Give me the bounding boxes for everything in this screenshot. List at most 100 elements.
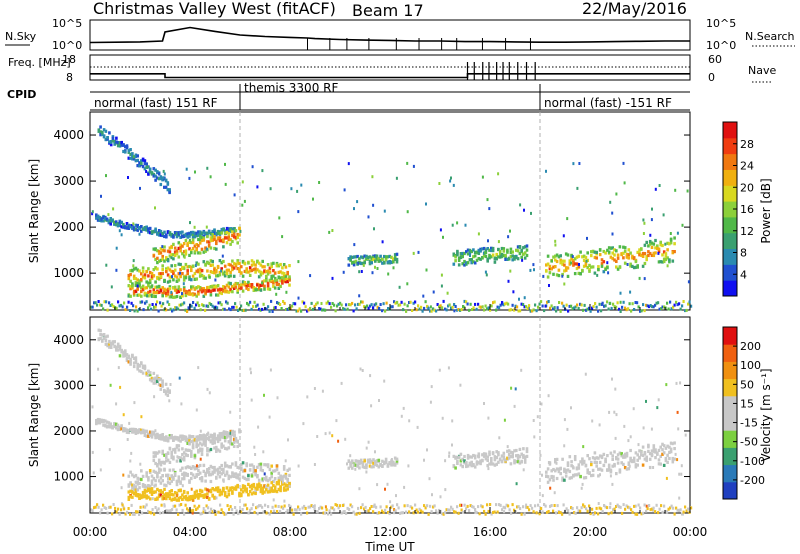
range-gate-cell: [115, 246, 118, 250]
ground-scatter-cell: [448, 508, 451, 512]
range-gate-cell: [184, 453, 188, 457]
range-gate-cell: [502, 457, 506, 461]
range-gate-cell: [257, 425, 260, 429]
range-gate-cell: [297, 296, 300, 300]
range-gate-cell: [634, 463, 638, 467]
range-gate-cell: [148, 167, 152, 171]
range-gate-cell: [479, 257, 482, 261]
range-gate-cell: [506, 257, 509, 261]
ground-scatter-cell: [321, 308, 324, 312]
range-gate-cell: [516, 453, 520, 458]
range-gate-cell: [240, 466, 243, 470]
range-gate-cell: [426, 448, 428, 452]
range-gate-cell: [588, 267, 591, 271]
ground-scatter-cell: [408, 301, 411, 304]
range-gate-cell: [659, 462, 662, 466]
range-gate-cell: [152, 431, 156, 435]
range-gate-cell: [354, 459, 358, 463]
ground-scatter-cell: [103, 506, 106, 510]
range-gate-cell: [507, 449, 511, 453]
range-gate-cell: [216, 467, 220, 471]
range-gate-cell: [239, 229, 242, 233]
range-gate-cell: [191, 246, 195, 251]
range-gate-cell: [127, 226, 131, 230]
ground-scatter-cell: [144, 505, 147, 509]
range-gate-cell: [536, 415, 539, 419]
ground-scatter-cell: [90, 508, 93, 512]
ground-scatter-cell: [490, 304, 493, 308]
range-gate-cell: [600, 468, 604, 472]
range-gate-cell: [481, 459, 484, 463]
range-gate-cell: [468, 258, 472, 262]
range-gate-cell: [548, 264, 552, 268]
range-gate-cell: [225, 272, 229, 276]
range-gate-cell: [188, 442, 191, 446]
ground-scatter-cell: [231, 305, 234, 309]
range-gate-cell: [503, 418, 506, 422]
range-gate-cell: [270, 276, 273, 280]
ground-scatter-cell: [304, 506, 307, 510]
range-gate-cell: [259, 263, 263, 267]
range-gate-cell: [481, 453, 484, 457]
ground-scatter-cell: [363, 305, 366, 309]
range-gate-cell: [266, 272, 270, 276]
range-gate-cell: [102, 219, 105, 223]
range-gate-cell: [564, 470, 568, 474]
range-gate-cell: [245, 282, 248, 287]
range-gate-cell: [139, 462, 142, 466]
range-gate-cell: [195, 294, 198, 298]
range-gate-cell: [173, 274, 177, 278]
ground-scatter-cell: [241, 508, 244, 511]
range-gate-cell: [282, 465, 286, 469]
range-gate-cell: [249, 367, 252, 371]
range-gate-cell: [570, 257, 573, 261]
ground-scatter-cell: [520, 512, 523, 516]
ground-scatter-cell: [453, 303, 456, 306]
range-gate-cell: [154, 376, 157, 380]
range-gate-cell: [629, 459, 632, 463]
range-gate-cell: [200, 235, 204, 240]
range-gate-cell: [454, 255, 457, 259]
range-gate-cell: [190, 471, 193, 476]
range-gate-cell: [582, 445, 585, 449]
range-gate-cell: [641, 445, 645, 449]
range-gate-cell: [145, 471, 148, 475]
ground-scatter-cell: [162, 302, 165, 306]
range-gate-cell: [216, 469, 220, 474]
range-gate-cell: [229, 434, 233, 438]
range-gate-cell: [159, 247, 163, 251]
ground-scatter-cell: [355, 307, 358, 311]
range-gate-cell: [190, 249, 193, 253]
range-gate-cell: [591, 265, 595, 269]
range-gate-cell: [197, 244, 200, 248]
range-gate-cell: [559, 258, 562, 262]
range-gate-cell: [97, 328, 101, 332]
range-gate-cell: [648, 465, 652, 470]
range-gate-cell: [146, 294, 148, 298]
x-tick-label: 04:00: [173, 525, 208, 539]
ground-scatter-cell: [337, 506, 340, 510]
range-gate-cell: [593, 271, 597, 275]
range-gate-cell: [111, 136, 115, 140]
ground-scatter-cell: [552, 307, 555, 311]
colorbar-swatch: [723, 216, 737, 234]
ground-scatter-cell: [97, 505, 100, 509]
ground-scatter-cell: [373, 503, 376, 507]
range-gate-cell: [381, 257, 384, 261]
range-gate-cell: [563, 469, 566, 473]
ground-scatter-cell: [258, 307, 261, 311]
ground-scatter-cell: [550, 304, 553, 308]
ground-scatter-cell: [195, 508, 198, 511]
range-gate-cell: [466, 248, 470, 252]
range-gate-cell: [104, 129, 108, 133]
range-gate-cell: [172, 242, 175, 246]
ground-scatter-cell: [295, 508, 298, 512]
range-gate-cell: [143, 433, 147, 437]
range-gate-cell: [359, 255, 363, 259]
range-gate-cell: [581, 268, 584, 272]
range-gate-cell: [593, 255, 597, 260]
range-gate-cell: [664, 456, 668, 461]
range-gate-cell: [127, 294, 131, 298]
range-gate-cell: [186, 491, 189, 495]
range-gate-cell: [181, 493, 184, 497]
